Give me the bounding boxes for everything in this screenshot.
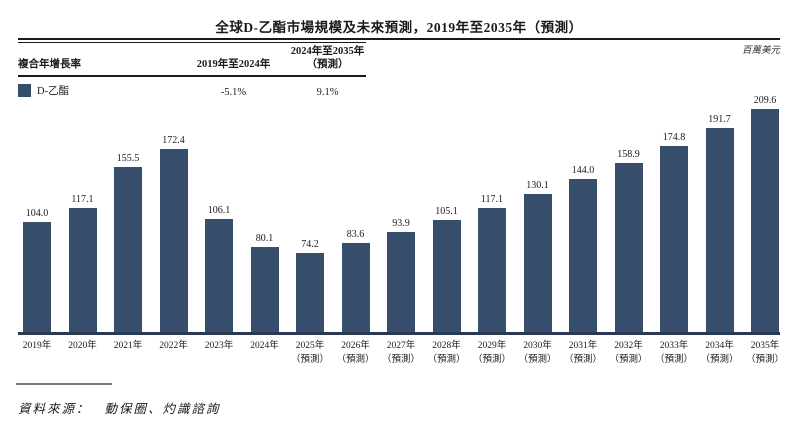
bar-value-label: 80.1 — [255, 232, 274, 244]
bar-value-label: 209.6 — [753, 95, 777, 107]
source-divider — [16, 383, 112, 385]
bar-value-label: 172.4 — [162, 134, 185, 146]
bar — [341, 243, 370, 332]
bar-value-label: 130.1 — [526, 179, 549, 191]
bar — [751, 109, 779, 332]
bar-chart-plot: 104.0 117.1 155.5 172.4 106.1 80.1 74.2 83.6 93.… — [18, 94, 780, 332]
title-divider — [18, 38, 780, 40]
source-line: 資料來源： 動保圈、灼識諮詢 — [18, 398, 221, 417]
x-tick-label: 2035年 （預測） — [745, 341, 784, 365]
bar — [705, 128, 734, 332]
unit-label: 百萬美元 — [741, 46, 780, 56]
bar — [296, 253, 324, 332]
x-tick-label: 2023年 — [204, 341, 234, 351]
bar-value-label: 104.0 — [25, 207, 49, 219]
cagr-col2-header: 2024年至2035年 （預測） — [289, 43, 366, 77]
bar-value-label: 155.5 — [116, 152, 140, 164]
legend-swatch-icon — [18, 84, 31, 98]
x-tick-label: 2025年 （預測） — [290, 341, 329, 365]
x-tick-label: 2022年 — [159, 341, 188, 351]
bar-value-label: 158.9 — [617, 149, 640, 161]
source-text: 動保圈、灼識諮詢 — [104, 402, 221, 416]
x-tick-label: 2027年 （預測） — [381, 341, 420, 365]
bar-value-label: 117.1 — [71, 193, 94, 205]
bar-value-label: 144.0 — [571, 165, 595, 177]
bar — [387, 232, 415, 332]
bar — [159, 148, 188, 332]
cagr-header: 複合年增長率 — [18, 59, 81, 71]
bar — [614, 163, 643, 332]
cagr-col1-value: -5.1% — [220, 87, 247, 99]
x-tick-label: 2030年 （預測） — [518, 341, 557, 365]
bar-value-label: 174.8 — [662, 132, 686, 144]
bar — [660, 146, 688, 332]
x-tick-label: 2020年 — [68, 341, 97, 351]
x-tick-label: 2034年 （預測） — [700, 341, 739, 365]
cagr-col2-header-line2: （預測） — [306, 59, 349, 71]
x-tick-label: 2029年 （預測） — [472, 341, 511, 365]
legend-cell: D-乙酯 — [18, 76, 178, 101]
bar — [478, 207, 506, 332]
bar-value-label: 93.9 — [392, 218, 410, 230]
bar — [23, 221, 51, 332]
bar-value-label: 74.2 — [301, 239, 319, 251]
x-tick-label: 2021年 — [113, 341, 143, 351]
bar-value-label: 105.1 — [435, 206, 458, 218]
x-tick-label: 2033年 （預測） — [654, 341, 693, 365]
bar — [68, 207, 97, 332]
bar-value-label: 191.7 — [708, 114, 731, 126]
x-tick-label: 2032年 （預測） — [609, 341, 648, 365]
bar-value-label: 106.1 — [207, 205, 231, 217]
bar — [114, 166, 142, 332]
cagr-table: 複合年增長率 2019年至2024年 2024年至2035年 （預測） D-乙酯… — [18, 42, 366, 101]
x-tick-label: 2026年 （預測） — [336, 341, 375, 365]
bar — [523, 193, 552, 332]
bar — [250, 246, 279, 332]
chart-title: 全球D-乙酯市場規模及未來預測，2019年至2035年（預測） — [215, 20, 583, 35]
bar — [569, 179, 597, 332]
cagr-table-header-row: 複合年增長率 2019年至2024年 2024年至2035年 （預測） — [18, 43, 366, 77]
x-axis-line — [18, 332, 780, 335]
cagr-col1-header: 2019年至2024年 — [196, 59, 271, 71]
cagr-col2-header-line1: 2024年至2035年 — [290, 46, 365, 57]
cagr-table-data-row: D-乙酯 -5.1% 9.1% — [18, 76, 366, 101]
source-prefix: 資料來源： — [18, 402, 91, 416]
bar-value-label: 117.1 — [480, 193, 504, 205]
x-tick-label: 2031年 （預測） — [563, 341, 602, 365]
series-label: D-乙酯 — [37, 86, 70, 98]
bar-value-label: 83.6 — [346, 229, 365, 241]
x-axis-labels: 2019年 2020年 2021年 2022年 2023年 2024年 2025年 （預測） 2… — [18, 340, 784, 372]
x-tick-label: 2028年 （預測） — [427, 341, 466, 365]
bar — [432, 220, 461, 332]
x-tick-label: 2019年 — [22, 341, 52, 351]
x-tick-label: 2024年 — [250, 341, 279, 351]
cagr-col2-value: 9.1% — [316, 87, 339, 99]
bar — [205, 219, 233, 332]
